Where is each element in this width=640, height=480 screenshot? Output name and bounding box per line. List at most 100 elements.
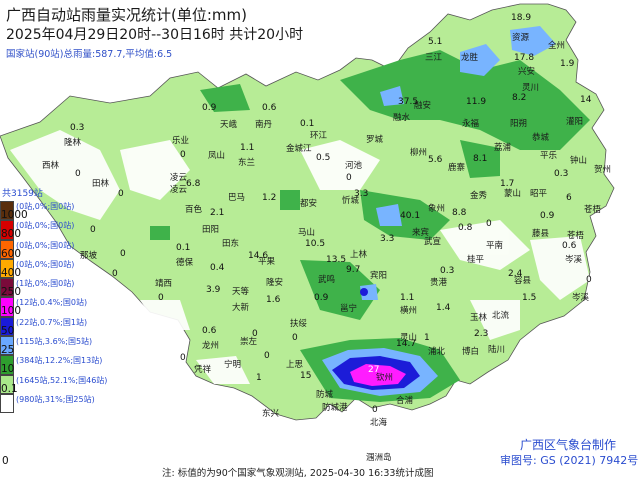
place-name: 河池 <box>345 160 363 171</box>
place-name: 融水 <box>393 112 411 123</box>
rainfall-value: 1.9 <box>560 59 575 69</box>
legend-note: (1645站,52.1%;国46站) <box>16 375 108 385</box>
rainfall-value: 0 <box>112 269 118 279</box>
rainfall-value: 1.2 <box>262 193 276 203</box>
place-name: 平乐 <box>540 150 558 161</box>
place-name: 岑溪 <box>565 254 583 265</box>
place-name: 防城 <box>316 389 334 400</box>
rainfall-value: 0 <box>90 225 96 235</box>
place-name: 崇左 <box>240 336 258 347</box>
rainfall-value: 3.3 <box>380 234 394 244</box>
rainfall-value: 0 <box>158 293 164 303</box>
rainfall-value: 1.4 <box>436 303 451 313</box>
legend-threshold: 25 <box>1 344 15 357</box>
place-name: 武宣 <box>424 236 441 247</box>
place-name: 龙州 <box>202 340 219 351</box>
torrential-rain-area <box>350 364 406 386</box>
place-name: 苍梧 <box>567 230 585 241</box>
rainfall-value: 0 <box>180 353 186 363</box>
rainfall-value: 2.4 <box>508 269 523 279</box>
legend-threshold: 1000 <box>1 209 28 221</box>
rainfall-value: 0 <box>118 189 124 199</box>
rainfall-value: 27 <box>368 365 379 375</box>
legend-note: (1站,0%;国0站) <box>16 279 75 289</box>
legend-threshold: 400 <box>1 266 22 279</box>
legend-swatch <box>0 355 14 375</box>
legend-row: (12站,0.4%;国0站) 100 <box>0 297 90 317</box>
place-name: 浦北 <box>428 346 446 357</box>
place-name: 三江 <box>425 53 443 63</box>
rainfall-value: 0.1 <box>176 243 190 253</box>
place-name: 北流 <box>492 310 510 321</box>
rainfall-value: 8.8 <box>452 208 467 218</box>
legend-threshold: 250 <box>1 286 22 299</box>
rainfall-value: 0.6 <box>562 241 577 251</box>
map-subtitle: 2025年04月29日20时--30日16时 共计20小时 <box>6 27 304 43</box>
place-name: 凭祥 <box>194 364 212 375</box>
rainfall-value: 6.8 <box>186 179 201 189</box>
legend-swatch <box>0 297 14 317</box>
place-name: 那坡 <box>80 250 98 261</box>
place-name: 凤山 <box>208 150 225 161</box>
legend-row: (0站,0%;国0站) 600 <box>0 239 90 260</box>
rainfall-value: 11.9 <box>466 97 486 107</box>
place-name: 宁明 <box>224 359 241 370</box>
legend-threshold: 600 <box>1 247 22 260</box>
place-name: 灌阳 <box>566 116 583 127</box>
rainfall-value: 0 <box>252 329 258 339</box>
legend-row: (1站,0%;国0站) 250 <box>0 278 90 299</box>
place-name: 罗城 <box>366 135 384 145</box>
place-name: 德保 <box>176 257 194 268</box>
rainfall-value: 6 <box>566 193 572 203</box>
place-name: 藤县 <box>532 228 550 239</box>
place-name: 大新 <box>232 302 250 313</box>
rainfall-value: 9.7 <box>346 265 360 275</box>
legend-note: (0站,0%;国0站) <box>16 221 75 231</box>
legend-total-stations: 共3159站 <box>2 189 43 199</box>
rainfall-values: 18.9 5.1 17.8 1.9 37.5 11.9 8.2 14 0.3 0.9 0.6 0.1 1… <box>70 13 592 415</box>
legend-row: (1645站,52.1%;国46站) 0.1 <box>0 374 107 395</box>
rainfall-value: 0 <box>372 405 378 415</box>
rainfall-value: 1.1 <box>400 293 414 303</box>
legend-swatch <box>0 220 14 240</box>
legend-row: (0站,0%;国0站) 400 <box>0 258 90 279</box>
place-name: 乐业 <box>172 135 189 146</box>
rainfall-value: 0 <box>292 333 298 343</box>
rainfall-value: 37.5 <box>398 97 418 107</box>
rainfall-value: 3.3 <box>354 189 368 199</box>
place-name: 南丹 <box>255 119 273 130</box>
rainfall-value: 13.5 <box>326 255 346 265</box>
place-name: 天峨 <box>220 119 238 130</box>
place-name: 陆川 <box>488 344 505 355</box>
legend-row: (0站,0%;国0站) 1000 <box>0 201 90 221</box>
rainfall-value: 1.6 <box>266 295 281 305</box>
place-name: 灵川 <box>522 83 539 93</box>
rainfall-value: 5.1 <box>428 37 442 47</box>
place-name: 天等 <box>232 286 250 297</box>
map-title: 广西自动站雨量实况统计(单位:mm) <box>6 6 247 24</box>
rainfall-legend: 共3159站 (0站,0%;国0站) 1000 (0站,0%;国0站) 800 (0站,… <box>0 188 107 414</box>
rainfall-value: 0 <box>75 169 81 179</box>
place-name: 防城港 <box>322 402 348 413</box>
place-name: 岑溪 <box>572 292 590 303</box>
place-name: 凌云 <box>170 172 188 183</box>
legend-swatch <box>0 336 14 356</box>
legend-zero-label: 0 <box>2 455 9 467</box>
place-name: 百色 <box>185 204 203 215</box>
place-name: 邕宁 <box>340 303 357 314</box>
rainfall-value: 1 <box>256 373 262 383</box>
place-name: 鹿寨 <box>448 162 466 173</box>
rainfall-value: 0.3 <box>440 266 454 276</box>
place-name: 西林 <box>42 160 60 171</box>
legend-row: (980站,31%;国25站) <box>0 393 95 414</box>
place-name: 涠洲岛 <box>366 452 392 463</box>
rainfall-value: 1.1 <box>240 143 254 153</box>
rainfall-value: 2.1 <box>210 208 224 218</box>
legend-row: (115站,3.6%;国5站) 25 <box>0 336 92 357</box>
place-name: 兴安 <box>518 66 535 77</box>
place-name: 宾阳 <box>370 270 387 281</box>
rainfall-value: 1.5 <box>522 293 536 303</box>
legend-row: (0站,0%;国0站) 800 <box>0 220 90 240</box>
legend-threshold: 0.1 <box>1 382 18 395</box>
